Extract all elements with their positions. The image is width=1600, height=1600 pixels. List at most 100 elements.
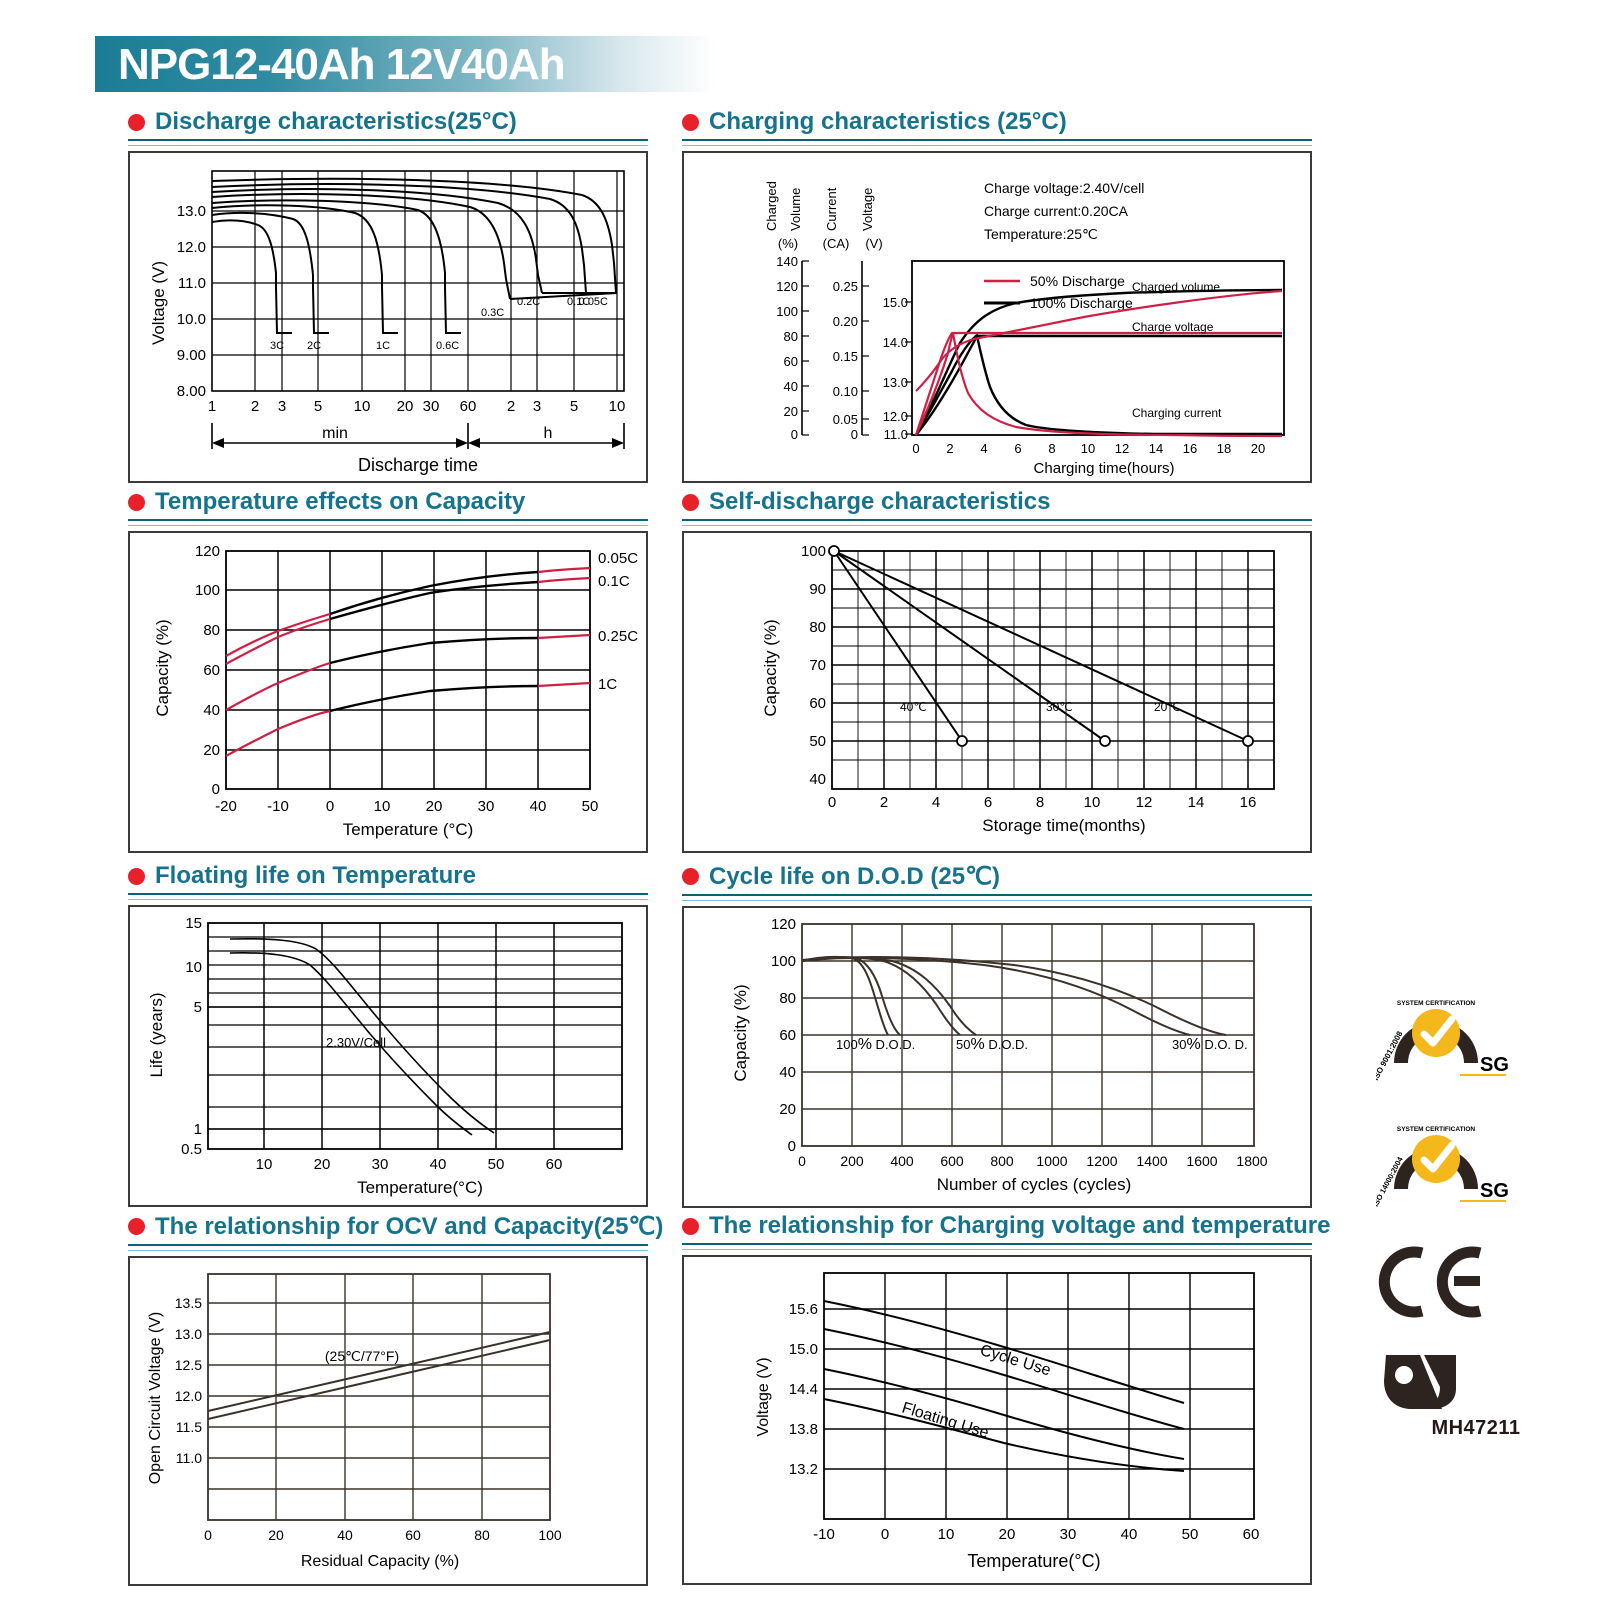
axis-name-current: Current	[824, 187, 839, 231]
certification-marks: SYSTEM CERTIFICATION ISO 9001:2008 SGS S…	[1376, 985, 1576, 1466]
svg-text:9.00: 9.00	[177, 347, 206, 364]
curve-label-03c: 0.3C	[481, 307, 504, 319]
section-title-chgvolt: The relationship for Charging voltage an…	[709, 1212, 1331, 1239]
curve-label-1c: 1C	[598, 676, 617, 693]
svg-text:0: 0	[326, 798, 334, 815]
curve-label-charge-voltage: Charge voltage	[1132, 320, 1214, 334]
svg-text:1: 1	[194, 1121, 202, 1138]
bullet-icon	[682, 1217, 699, 1235]
svg-text:4: 4	[932, 794, 940, 811]
svg-text:80: 80	[474, 1527, 490, 1543]
axis-name-voltage: Voltage	[860, 188, 875, 231]
svg-text:20: 20	[426, 798, 443, 815]
section-title-charging: Charging characteristics (25°C)	[709, 108, 1067, 135]
y-axis-label: Voltage (V)	[149, 261, 168, 345]
x-axis-label: Charging time(hours)	[1034, 460, 1175, 477]
svg-text:2: 2	[880, 794, 888, 811]
svg-text:0: 0	[212, 781, 220, 798]
x-axis-label: Storage time(months)	[982, 816, 1145, 835]
svg-text:0.05: 0.05	[833, 412, 858, 427]
svg-text:10: 10	[185, 959, 202, 976]
svg-text:16: 16	[1183, 441, 1197, 456]
annotation-charge-current: Charge current:0.20CA	[984, 203, 1129, 219]
section-header-ocv: The relationship for OCV and Capacity(25…	[128, 1212, 663, 1241]
chart-panel-tempcap: 120 100 80 60 40 20 0 Capacity (%)	[128, 531, 648, 853]
svg-text:20: 20	[397, 398, 414, 415]
section-header-chgvolt: The relationship for Charging voltage an…	[682, 1212, 1330, 1240]
bullet-icon	[682, 868, 699, 885]
cyclelife-chart: 120 100 80 60 40 20 0 Capacity (%) 100% D.O.…	[731, 916, 1268, 1194]
svg-text:SYSTEM CERTIFICATION: SYSTEM CERTIFICATION	[1397, 1000, 1476, 1007]
svg-text:120: 120	[195, 543, 220, 560]
svg-text:30: 30	[372, 1156, 389, 1173]
y-axis-label: Capacity (%)	[731, 984, 750, 1081]
svg-text:12.0: 12.0	[883, 409, 908, 424]
svg-text:10: 10	[256, 1156, 273, 1173]
ul-mark-icon	[1384, 1355, 1456, 1409]
svg-text:SGS: SGS	[1480, 1180, 1508, 1202]
y-axis-label: Life (years)	[147, 992, 166, 1077]
svg-text:10: 10	[609, 398, 626, 415]
svg-text:40: 40	[337, 1527, 353, 1543]
chart-panel-cyclelife: 120 100 80 60 40 20 0 Capacity (%) 100% D.O.…	[682, 906, 1312, 1208]
chart-panel-discharge: 13.0 12.0 11.0 10.0 9.00 8.00 Voltage (V)	[128, 151, 648, 483]
header-rule	[128, 139, 648, 146]
svg-text:40: 40	[784, 379, 798, 394]
svg-text:200: 200	[840, 1153, 864, 1169]
svg-text:140: 140	[776, 254, 798, 269]
svg-text:6: 6	[1014, 441, 1021, 456]
svg-text:13.5: 13.5	[175, 1295, 202, 1311]
curve-label-06c: 0.6C	[436, 340, 459, 352]
ce-mark-icon	[1378, 1246, 1482, 1318]
svg-text:20: 20	[268, 1527, 284, 1543]
svg-text:40: 40	[203, 702, 220, 719]
section-title-selfdis: Self-discharge characteristics	[709, 488, 1051, 515]
svg-text:400: 400	[890, 1153, 914, 1169]
header-rule	[128, 893, 648, 900]
svg-text:1: 1	[208, 398, 216, 415]
svg-text:13.0: 13.0	[883, 375, 908, 390]
x-axis-label: Temperature (°C)	[343, 820, 474, 839]
y-axis-label: Capacity (%)	[153, 619, 172, 716]
curve-label-01c: 0.1C	[567, 296, 590, 308]
svg-text:11.0: 11.0	[176, 1450, 202, 1466]
svg-text:8: 8	[1036, 794, 1044, 811]
svg-text:40: 40	[1121, 1526, 1138, 1543]
svg-text:14: 14	[1188, 794, 1205, 811]
curve-label-005c: 0.05C	[579, 296, 608, 308]
svg-text:4: 4	[980, 441, 987, 456]
chart-panel-charging: Charged Volume Current Voltage (%) (CA) …	[682, 151, 1312, 483]
curve-label-005c: 0.05C	[598, 550, 638, 567]
svg-text:120: 120	[776, 279, 798, 294]
bullet-icon	[128, 113, 145, 131]
cert-sgs-iso-14000: SYSTEM CERTIFICATION ISO 14000:2004 SGS	[1376, 1111, 1576, 1211]
header-rule	[128, 519, 648, 526]
curve-label-30c: 30℃	[1046, 700, 1073, 714]
svg-text:0: 0	[851, 427, 858, 442]
chart-panel-chgvolt: 15.6 15.0 14.4 13.8 13.2 Voltage (V) Cycle …	[682, 1255, 1312, 1585]
band-label-cycle-use: Cycle Use	[978, 1342, 1053, 1380]
annotation-temp: (25℃/77°F)	[325, 1348, 399, 1364]
x-axis-label: Temperature(°C)	[357, 1178, 483, 1197]
svg-text:11.0: 11.0	[884, 427, 908, 442]
section-discharge: Discharge characteristics(25°C)	[128, 108, 648, 483]
svg-text:13.0: 13.0	[177, 203, 206, 220]
svg-text:0.5: 0.5	[181, 1141, 202, 1158]
header-rule	[128, 1244, 648, 1251]
section-ocv: The relationship for OCV and Capacity(25…	[128, 1212, 663, 1586]
section-cyclelife: Cycle life on D.O.D (25℃) 120 100 80 60 40 2…	[682, 862, 1312, 1208]
bullet-icon	[682, 113, 699, 131]
svg-text:2: 2	[946, 441, 953, 456]
axis-unit-ca: (CA)	[823, 236, 850, 251]
svg-text:SYSTEM CERTIFICATION: SYSTEM CERTIFICATION	[1397, 1126, 1476, 1133]
ul-file-number: MH47211	[1431, 1417, 1521, 1439]
ocv-chart: 13.5 13.0 12.5 12.0 11.5 11.0 Open Circuit V…	[147, 1273, 562, 1570]
chgvolt-chart: 15.6 15.0 14.4 13.8 13.2 Voltage (V) Cycle …	[755, 1272, 1259, 1571]
svg-text:0: 0	[912, 441, 919, 456]
section-header-charging: Charging characteristics (25°C)	[682, 108, 1312, 136]
svg-text:30: 30	[1060, 1526, 1077, 1543]
svg-text:10: 10	[374, 798, 391, 815]
sgs-iso-14000-icon: SYSTEM CERTIFICATION ISO 14000:2004 SGS	[1376, 1126, 1508, 1208]
section-chgvolt: The relationship for Charging voltage an…	[682, 1212, 1330, 1585]
cert-ce	[1376, 1245, 1576, 1319]
